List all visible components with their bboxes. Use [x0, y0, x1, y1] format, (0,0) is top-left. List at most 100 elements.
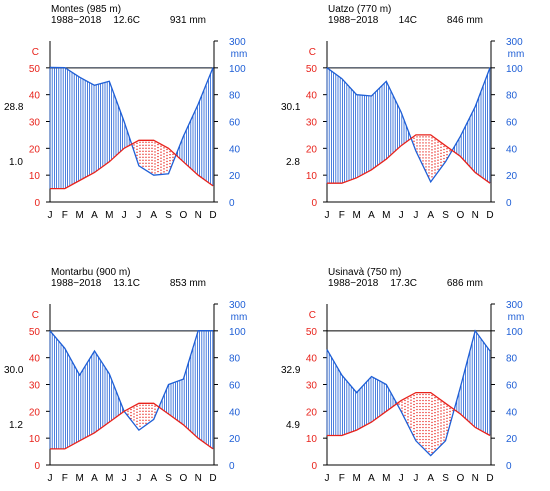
- temperature-line: [50, 139, 214, 190]
- temperature-tick-label: 20: [306, 407, 318, 418]
- dry-season-dot: [139, 422, 141, 424]
- dry-season-dot: [148, 419, 150, 421]
- month-label: S: [165, 473, 172, 484]
- month-label: M: [382, 473, 390, 484]
- dry-season-dot: [148, 162, 150, 164]
- dry-season-dot: [142, 410, 144, 412]
- dry-season-dot: [160, 160, 162, 162]
- dry-season-dot: [166, 166, 168, 169]
- max-temperature-label: 28.8: [4, 102, 24, 113]
- precipitation-tick-label: 20: [506, 171, 518, 182]
- precipitation-tick-label: 20: [229, 171, 241, 182]
- dry-season-dot: [416, 438, 418, 441]
- dry-season-dot: [434, 420, 436, 423]
- dry-season-dot: [151, 156, 153, 158]
- dry-season-dot: [169, 162, 171, 165]
- dry-season-dot: [154, 169, 156, 171]
- dry-season-dot: [434, 429, 436, 432]
- dry-season-dot: [425, 393, 427, 396]
- dry-season-dot: [437, 159, 439, 161]
- dry-season-dot: [422, 438, 424, 441]
- dry-season-dot: [145, 144, 147, 146]
- dry-season-dot: [446, 154, 448, 156]
- dry-season-dot: [422, 160, 424, 162]
- dry-season-dot: [142, 150, 144, 152]
- dry-season-dot: [437, 432, 439, 434]
- dry-season-dot: [413, 403, 415, 406]
- dry-season-dot: [139, 141, 141, 143]
- dry-season-dot: [434, 444, 436, 447]
- dry-season-dot: [404, 408, 406, 411]
- dry-season-dot: [428, 169, 430, 171]
- dry-season-dot: [431, 436, 433, 439]
- dry-season-dot: [440, 404, 442, 406]
- dry-season-dot: [145, 165, 147, 167]
- dry-season-dot: [154, 154, 156, 156]
- dry-season-dot: [166, 163, 168, 166]
- dry-season-dot: [154, 166, 156, 168]
- dry-season-dot: [437, 168, 439, 170]
- dry-season-dot: [440, 407, 442, 409]
- dry-season-dot: [431, 167, 433, 169]
- dry-season-dot: [431, 418, 433, 421]
- dry-season-dot: [145, 422, 147, 424]
- dry-season-dot: [154, 151, 156, 153]
- dry-season-dot: [425, 139, 427, 141]
- annual-precipitation: 686 mm: [447, 278, 483, 289]
- dry-season-dot: [428, 414, 430, 417]
- dry-season-dot: [437, 420, 439, 422]
- dry-season-dot: [407, 401, 409, 403]
- dry-season-dot: [139, 150, 141, 152]
- dry-season-dot: [431, 394, 433, 397]
- dry-season-dot: [163, 156, 165, 158]
- dry-season-dot: [151, 416, 153, 418]
- dry-season-dot: [410, 414, 412, 416]
- dry-season-dot: [136, 151, 138, 154]
- dry-season-dot: [443, 154, 445, 157]
- dry-season-dot: [431, 155, 433, 157]
- precipitation-tick-label: 100: [506, 64, 523, 75]
- dry-season-dot: [425, 151, 427, 153]
- dry-season-dot: [431, 451, 433, 454]
- dry-season-dot: [142, 159, 144, 161]
- dry-season-dot: [139, 153, 141, 155]
- dry-season-dot: [443, 145, 445, 148]
- dry-season-dot: [425, 444, 427, 447]
- dry-season-dot: [404, 411, 406, 414]
- dry-season-dot: [428, 435, 430, 438]
- dry-season-dot: [434, 163, 436, 165]
- dry-season-dot: [142, 404, 144, 406]
- dry-season-dot: [434, 441, 436, 444]
- dry-season-dot: [437, 438, 439, 440]
- temperature-tick-label: 0: [311, 461, 317, 472]
- precipitation-tick-label: 300: [506, 37, 523, 48]
- dry-season-dot: [425, 402, 427, 405]
- dry-season-dot: [166, 160, 168, 163]
- dry-season-dot: [446, 426, 448, 429]
- temperature-unit: C: [309, 310, 316, 321]
- dry-season-dot: [446, 405, 448, 408]
- dry-season-dot: [434, 154, 436, 156]
- climate-diagram: Usinavà (750 m)1988−2018 17.3C 686 mm C mm 32…: [281, 267, 524, 484]
- dry-season-dot: [425, 420, 427, 423]
- dry-season-dot: [419, 402, 421, 405]
- dry-season-dot: [440, 434, 442, 436]
- station-title: Uatzo (770 m): [328, 4, 391, 15]
- dry-season-dot: [154, 411, 156, 413]
- mean-temperature: 14C: [399, 15, 417, 26]
- dry-season-dot: [422, 426, 424, 429]
- dry-season-dot: [431, 409, 433, 412]
- precipitation-tick-label: 0: [506, 198, 512, 209]
- temperature-unit: C: [309, 47, 316, 58]
- dry-season-dot: [437, 402, 439, 404]
- dry-season-dot: [431, 430, 433, 433]
- dry-season-dot: [416, 396, 418, 399]
- dry-season-dot: [428, 438, 430, 441]
- dry-season-dot: [166, 157, 168, 160]
- dry-season-dot: [419, 423, 421, 426]
- month-label: J: [48, 473, 53, 484]
- precipitation-tick-label: 40: [506, 144, 518, 155]
- dry-season-dot: [434, 160, 436, 162]
- dry-season-dot: [404, 402, 406, 405]
